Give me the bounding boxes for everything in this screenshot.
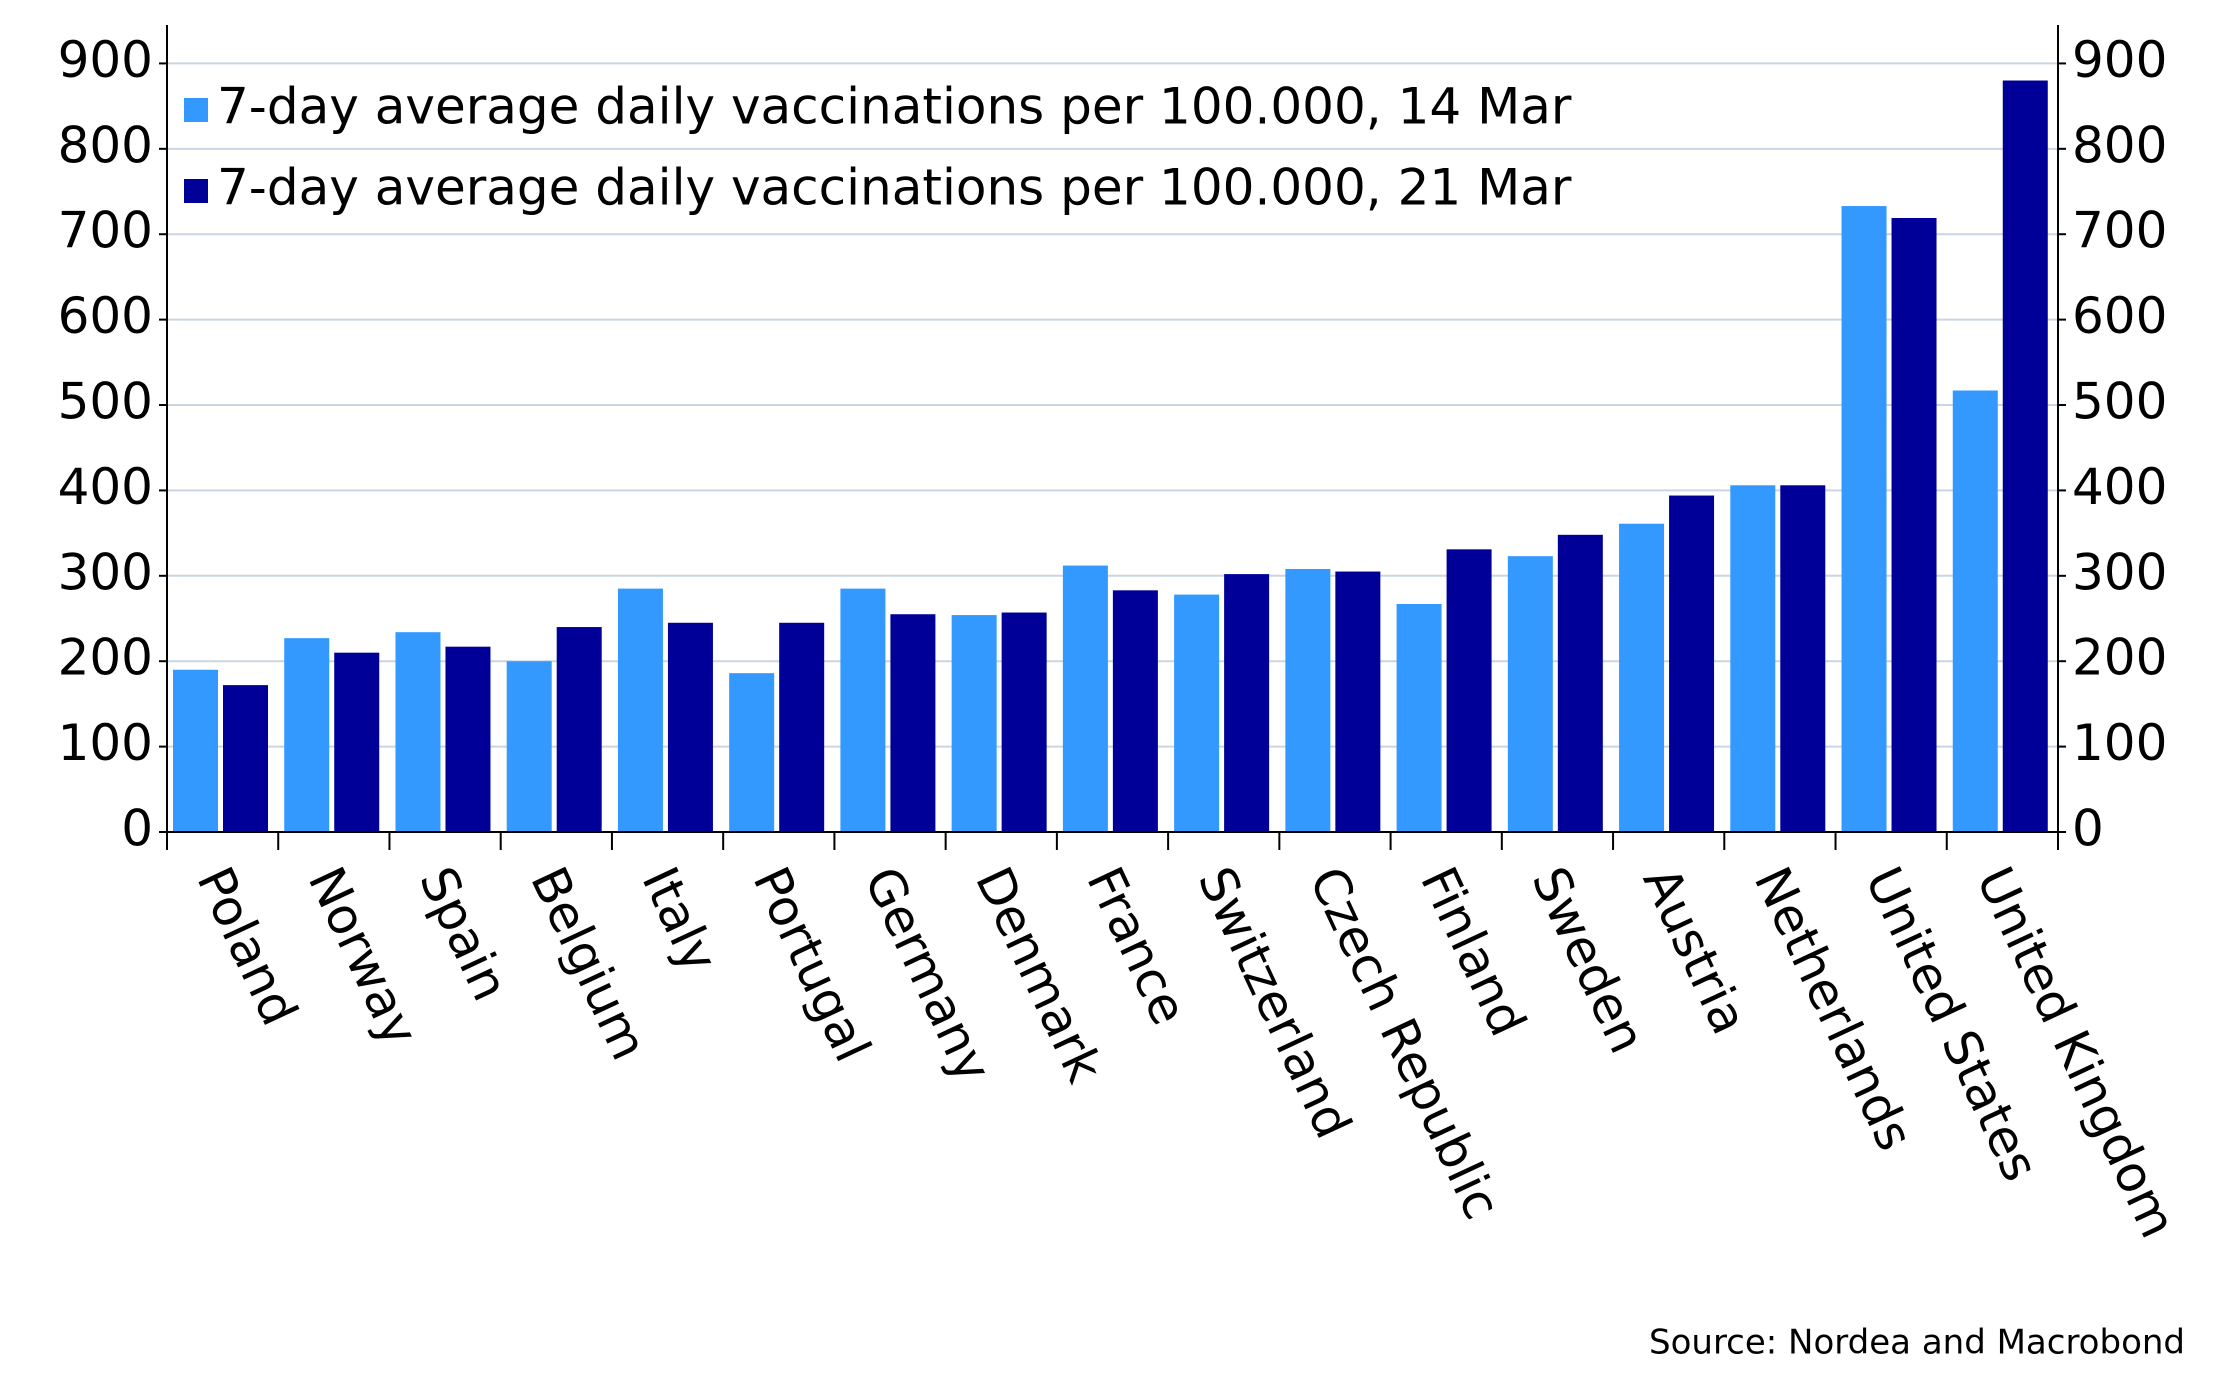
bar	[840, 588, 886, 832]
y-tick-label: 600	[58, 287, 153, 345]
y-tick-label: 900	[58, 31, 153, 89]
bar	[1396, 603, 1442, 832]
bar	[667, 622, 713, 832]
bar	[1224, 574, 1270, 832]
legend-label: 7-day average daily vaccinations per 100…	[217, 78, 1572, 136]
bar	[1174, 594, 1220, 832]
x-tick-label: Norway	[297, 858, 430, 1054]
bar	[173, 669, 218, 832]
y-tick-label: 200	[58, 629, 153, 687]
y-tick-label: 0	[121, 800, 153, 858]
legend-label: 7-day average daily vaccinations per 100…	[217, 159, 1572, 217]
y-tick-label: 400	[58, 458, 153, 516]
bar	[779, 622, 825, 832]
bar	[1619, 523, 1665, 832]
x-tick-label: Italy	[630, 858, 728, 981]
bar	[2002, 80, 2048, 832]
y2-tick-label: 0	[2072, 800, 2104, 858]
bar	[1557, 534, 1603, 832]
x-tick-label: Finland	[1409, 858, 1537, 1044]
bar	[1062, 565, 1108, 832]
bar	[395, 632, 441, 832]
y2-tick-label: 600	[2072, 287, 2167, 345]
legend-swatch	[184, 179, 208, 203]
y-tick-label: 500	[58, 373, 153, 431]
bar	[1891, 217, 1937, 832]
x-tick-label: Austria	[1632, 858, 1759, 1043]
bar	[951, 615, 997, 832]
y2-tick-label: 500	[2072, 373, 2167, 431]
bar	[1669, 495, 1715, 832]
y2-tick-label: 400	[2072, 458, 2167, 516]
bar	[1952, 390, 1998, 832]
bar	[1285, 568, 1331, 832]
bar	[284, 638, 330, 832]
bar	[1841, 206, 1887, 833]
bar	[223, 685, 268, 832]
bar	[445, 646, 491, 832]
x-tick-label: Poland	[186, 858, 309, 1034]
y2-tick-label: 900	[2072, 31, 2167, 89]
bar	[506, 661, 552, 832]
bar	[1001, 612, 1047, 832]
y-tick-label: 800	[58, 116, 153, 174]
y2-tick-label: 200	[2072, 629, 2167, 687]
bar	[1446, 549, 1492, 832]
bar	[617, 588, 663, 832]
y-tick-label: 700	[58, 202, 153, 260]
y-tick-label: 300	[58, 543, 153, 601]
bar	[1335, 571, 1381, 832]
bar	[1112, 590, 1158, 832]
bar	[890, 614, 936, 832]
bar	[334, 652, 380, 832]
x-tick-label: France	[1075, 858, 1198, 1033]
y-tick-label: 100	[58, 714, 153, 772]
bar	[556, 627, 602, 832]
bar	[1730, 485, 1776, 832]
y2-tick-label: 100	[2072, 714, 2167, 772]
source-note: Source: Nordea and Macrobond	[1649, 1323, 2185, 1363]
legend-swatch	[184, 98, 208, 122]
bar	[1780, 485, 1826, 832]
bar	[1507, 556, 1553, 832]
bar	[729, 673, 775, 832]
y2-tick-label: 800	[2072, 116, 2167, 174]
y2-tick-label: 700	[2072, 202, 2167, 260]
x-tick-label: Spain	[408, 858, 520, 1009]
y2-tick-label: 300	[2072, 543, 2167, 601]
